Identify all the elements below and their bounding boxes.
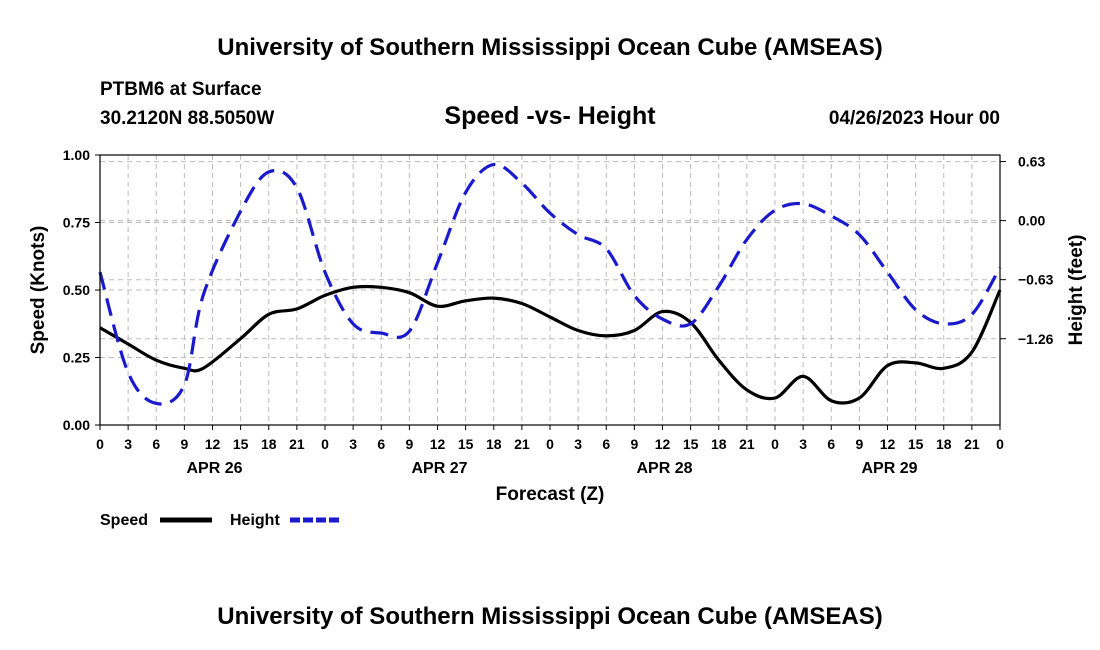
chart-title: University of Southern Mississippi Ocean… bbox=[217, 34, 882, 61]
y-left-tick-label: 0.75 bbox=[63, 215, 90, 231]
x-day-label: APR 26 bbox=[186, 460, 242, 477]
y-right-tick-label: −1.26 bbox=[1018, 331, 1054, 347]
x-tick-label: 9 bbox=[855, 436, 863, 452]
y-right-tick-label: 0.00 bbox=[1018, 213, 1045, 229]
x-tick-label: 9 bbox=[630, 436, 638, 452]
x-tick-label: 0 bbox=[996, 436, 1004, 452]
station-label: PTBM6 at Surface bbox=[100, 79, 262, 100]
grid bbox=[100, 155, 1000, 425]
x-tick-label: 12 bbox=[655, 436, 671, 452]
series-layer bbox=[98, 162, 1002, 406]
x-axis-title: Forecast (Z) bbox=[496, 484, 605, 505]
x-day-label: APR 27 bbox=[411, 460, 467, 477]
x-tick-label: 0 bbox=[546, 436, 554, 452]
y-axis-right-title: Height (feet) bbox=[1066, 235, 1087, 346]
x-tick-label: 3 bbox=[799, 436, 807, 452]
x-tick-label: 15 bbox=[458, 436, 474, 452]
x-tick-label: 0 bbox=[96, 436, 104, 452]
x-tick-label: 15 bbox=[908, 436, 924, 452]
x-day-label: APR 28 bbox=[636, 460, 692, 477]
y-left-tick-label: 1.00 bbox=[63, 147, 90, 163]
x-tick-label: 18 bbox=[936, 436, 952, 452]
y-right-tick-label: 0.63 bbox=[1018, 154, 1045, 170]
x-tick-label: 15 bbox=[683, 436, 699, 452]
x-tick-label: 6 bbox=[377, 436, 385, 452]
y-right-tick-label: −0.63 bbox=[1018, 272, 1054, 288]
legend-speed-label: Speed bbox=[100, 512, 148, 529]
y-left-tick-label: 0.50 bbox=[63, 282, 90, 298]
x-tick-label: 18 bbox=[261, 436, 277, 452]
x-tick-label: 9 bbox=[405, 436, 413, 452]
x-tick-label: 21 bbox=[739, 436, 755, 452]
x-tick-label: 18 bbox=[486, 436, 502, 452]
chart-subtitle: Speed -vs- Height bbox=[444, 102, 656, 130]
x-tick-label: 0 bbox=[321, 436, 329, 452]
x-tick-label: 12 bbox=[880, 436, 896, 452]
x-tick-label: 15 bbox=[233, 436, 249, 452]
axes: 0 3 6 9 12 15 18 21 0 3 6 9 12 15 18 21 0 3 6 9 12 15 18 21 0 3 6 9… bbox=[63, 147, 1054, 477]
x-tick-label: 6 bbox=[152, 436, 160, 452]
datetime-label: 04/26/2023 Hour 00 bbox=[829, 108, 1000, 129]
x-tick-label: 3 bbox=[349, 436, 357, 452]
x-tick-label: 6 bbox=[602, 436, 610, 452]
x-tick-label: 18 bbox=[711, 436, 727, 452]
legend: Speed Height bbox=[100, 512, 342, 529]
x-tick-label: 6 bbox=[827, 436, 835, 452]
y-axis-left-title: Speed (Knots) bbox=[28, 226, 49, 355]
x-tick-label: 3 bbox=[574, 436, 582, 452]
location-label: 30.2120N 88.5050W bbox=[100, 108, 274, 129]
y-left-tick-label: 0.25 bbox=[63, 350, 90, 366]
legend-height-label: Height bbox=[230, 512, 280, 529]
y-left-tick-label: 0.00 bbox=[63, 417, 90, 433]
footer-title: University of Southern Mississippi Ocean… bbox=[217, 603, 882, 630]
series-line-height bbox=[98, 162, 1002, 406]
series-line-speed bbox=[99, 284, 1002, 405]
x-tick-label: 21 bbox=[964, 436, 980, 452]
x-tick-label: 12 bbox=[430, 436, 446, 452]
x-tick-label: 21 bbox=[514, 436, 530, 452]
x-tick-label: 12 bbox=[205, 436, 221, 452]
x-day-label: APR 29 bbox=[861, 460, 917, 477]
x-tick-label: 21 bbox=[289, 436, 305, 452]
x-tick-label: 3 bbox=[124, 436, 132, 452]
x-tick-label: 9 bbox=[180, 436, 188, 452]
x-tick-label: 0 bbox=[771, 436, 779, 452]
